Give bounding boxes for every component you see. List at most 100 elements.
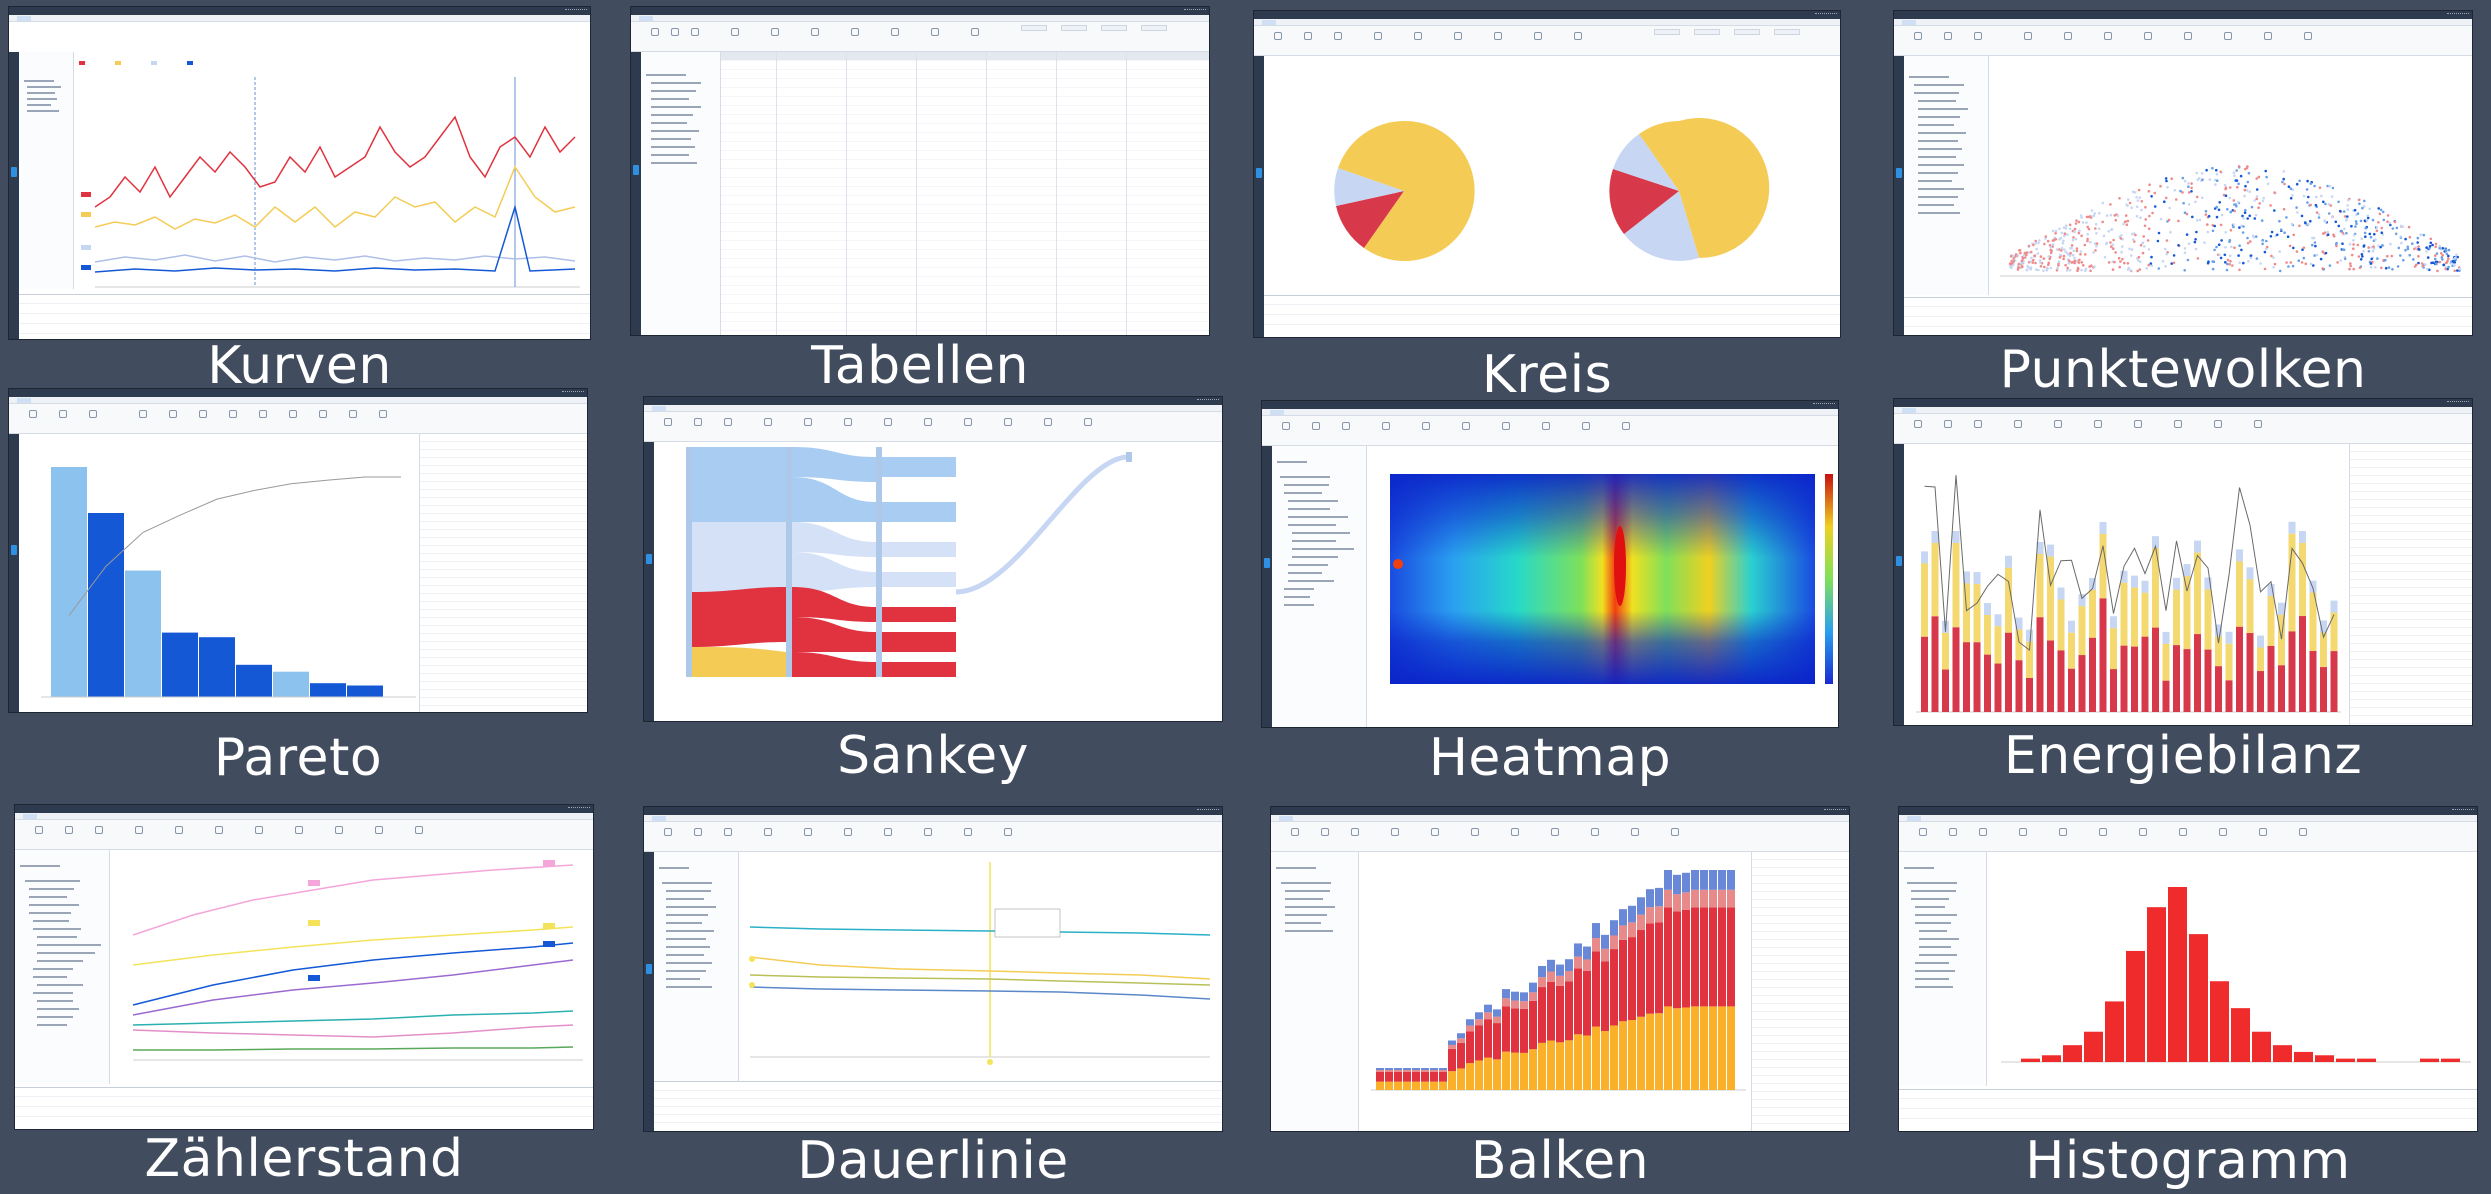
scatter-point bbox=[2062, 257, 2065, 261]
scatter-point bbox=[2289, 261, 2293, 264]
bar-segment-lightblue bbox=[2173, 577, 2180, 590]
histogram-bar bbox=[2252, 1031, 2271, 1062]
scatter-point bbox=[2224, 246, 2227, 249]
tile-punktewolken[interactable]: Punktewolken bbox=[1893, 10, 2473, 400]
bar-segment-pink bbox=[1475, 1019, 1483, 1026]
scatter-point bbox=[2286, 235, 2290, 238]
scatter-point bbox=[2453, 264, 2456, 267]
bar-segment-lightblue bbox=[1921, 551, 1928, 564]
scatter-point bbox=[2307, 195, 2310, 199]
side-panel-strip[interactable] bbox=[1254, 56, 1264, 337]
scatter-point bbox=[2183, 251, 2187, 254]
bar-segment-red bbox=[1952, 627, 1960, 712]
tile-heatmap[interactable]: Heatmap bbox=[1261, 400, 1839, 800]
tile-dauerlinie[interactable]: Dauerlinie bbox=[643, 806, 1223, 1194]
side-panel-strip[interactable] bbox=[1262, 446, 1272, 727]
bar-segment-pink bbox=[1664, 889, 1672, 908]
navigation-tree bbox=[19, 52, 74, 289]
bar-segment-red bbox=[2278, 665, 2285, 712]
scatter-point bbox=[2061, 242, 2065, 245]
scatter-point bbox=[2263, 267, 2267, 271]
bar-segment-pink bbox=[1700, 889, 1708, 908]
scatter-point bbox=[2254, 213, 2258, 217]
histogram-bar bbox=[2189, 934, 2208, 1062]
bar-segment-red bbox=[2057, 650, 2065, 712]
scatter-point bbox=[2140, 208, 2143, 212]
scatter-point bbox=[2258, 202, 2261, 205]
bar-segment-red bbox=[1529, 1000, 1537, 1050]
scatter-point bbox=[2228, 238, 2232, 242]
scatter-point bbox=[2272, 256, 2275, 259]
bar-segment-yellow bbox=[2015, 629, 2023, 661]
scatter-point bbox=[2125, 203, 2128, 206]
scatter-point bbox=[2273, 209, 2276, 212]
scatter-point bbox=[2141, 241, 2145, 244]
scatter-point bbox=[2187, 242, 2191, 246]
bar-segment-pink bbox=[1493, 1016, 1501, 1024]
scatter-point bbox=[2080, 268, 2083, 272]
bar-segment-blue bbox=[1511, 991, 1519, 1001]
tile-kurven[interactable]: Kurven bbox=[8, 6, 591, 396]
tile-histogramm[interactable]: Histogramm bbox=[1898, 806, 2478, 1194]
ribbon-toolbar bbox=[644, 822, 1222, 852]
scatter-point bbox=[2179, 189, 2182, 193]
bar-segment-lightblue bbox=[2141, 580, 2149, 593]
scatter-point bbox=[2159, 217, 2163, 221]
side-panel-strip[interactable] bbox=[644, 442, 654, 721]
scatter-point bbox=[2088, 215, 2092, 218]
scatter-point bbox=[2416, 236, 2420, 240]
scatter-point bbox=[2079, 253, 2082, 256]
side-panel-strip[interactable] bbox=[9, 434, 19, 712]
tile-tabellen[interactable]: Tabellen bbox=[630, 6, 1210, 396]
scatter-point bbox=[2229, 260, 2232, 263]
bar-segment-yellow bbox=[2330, 612, 2338, 652]
bar-segment-blue bbox=[1574, 943, 1582, 957]
scatter-point bbox=[2085, 215, 2089, 219]
scatter-point bbox=[2057, 248, 2061, 251]
scatter-point bbox=[2270, 230, 2274, 234]
bar-segment-lightblue bbox=[2267, 583, 2275, 596]
side-panel-strip[interactable] bbox=[644, 852, 654, 1131]
bar-segment-red bbox=[1655, 922, 1663, 1014]
scatter-point bbox=[2116, 214, 2120, 217]
bar-segment-orange bbox=[1655, 1013, 1663, 1090]
scatter-point bbox=[2279, 228, 2283, 231]
scatter-point bbox=[2094, 249, 2097, 252]
bar-segment-red bbox=[2089, 637, 2096, 712]
histogram-bar bbox=[2336, 1058, 2355, 1062]
side-panel-strip[interactable] bbox=[631, 52, 641, 335]
scatter-point bbox=[2068, 269, 2072, 272]
tile-energiebilanz[interactable]: Energiebilanz bbox=[1893, 398, 2473, 798]
scatter-point bbox=[2377, 221, 2380, 224]
side-panel-strip[interactable] bbox=[9, 52, 19, 339]
scatter-point bbox=[2266, 182, 2270, 186]
scatter-point bbox=[2291, 188, 2295, 192]
side-panel-strip[interactable] bbox=[1894, 444, 1904, 725]
bar-segment-yellow bbox=[1963, 583, 1970, 643]
bar-segment-orange bbox=[1556, 1042, 1564, 1090]
side-panel-strip[interactable] bbox=[1894, 56, 1904, 335]
bar-segment-orange bbox=[1628, 1020, 1636, 1090]
scatter-point bbox=[2270, 254, 2273, 258]
tile-kreis[interactable]: Kreis bbox=[1253, 10, 1841, 405]
scatter-point bbox=[2442, 263, 2446, 267]
scatter-point bbox=[2368, 232, 2372, 236]
scatter-point bbox=[2236, 185, 2239, 189]
tile-balken[interactable]: Balken bbox=[1270, 806, 1850, 1194]
scatter-point bbox=[2111, 243, 2115, 246]
bar-segment-red bbox=[1403, 1071, 1411, 1082]
scatter-point bbox=[2327, 203, 2331, 206]
scatter-point bbox=[2386, 220, 2389, 223]
bar-segment-yellow bbox=[1931, 543, 1939, 617]
series-line-purple bbox=[132, 959, 574, 1016]
bar-segment-red bbox=[1942, 669, 1949, 712]
bar-segment-orange bbox=[1646, 1013, 1654, 1090]
tile-pareto[interactable]: Pareto bbox=[8, 388, 588, 788]
scatter-point bbox=[2080, 216, 2083, 219]
table-grid[interactable] bbox=[721, 52, 1209, 335]
bar-segment-blue bbox=[1457, 1033, 1465, 1039]
tile-zaehlerstand[interactable]: Zählerstand bbox=[14, 804, 594, 1194]
bar-segment-red bbox=[2309, 650, 2317, 712]
scatter-point bbox=[2326, 230, 2329, 234]
tile-sankey[interactable]: Sankey bbox=[643, 396, 1223, 796]
